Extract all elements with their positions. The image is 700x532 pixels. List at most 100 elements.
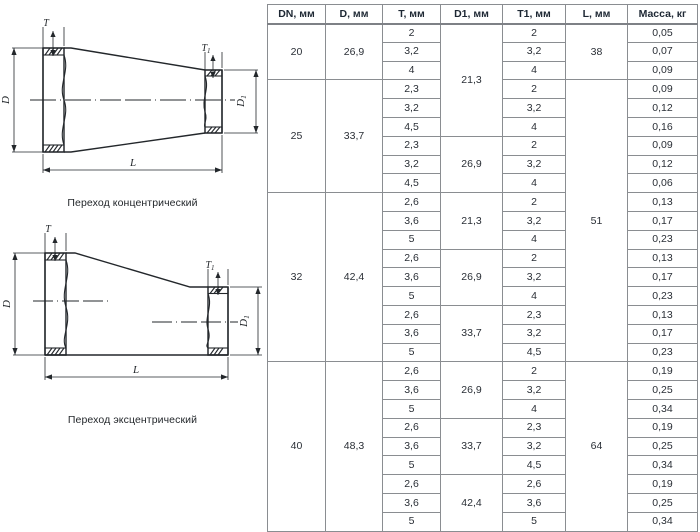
cell-d: 48,3 bbox=[325, 361, 383, 532]
cell-d: 26,9 bbox=[325, 22, 383, 81]
cell-mass: 0,19 bbox=[627, 474, 698, 494]
cell-t: 2,6 bbox=[382, 304, 441, 325]
cell-t1: 5 bbox=[502, 511, 566, 532]
cell-mass: 0,34 bbox=[627, 511, 698, 532]
cell-t1: 3,2 bbox=[502, 210, 566, 231]
label-D: D bbox=[0, 96, 12, 105]
table-row: 3,2 3,2 0,07 bbox=[268, 41, 698, 62]
cell-mass: 0,23 bbox=[627, 286, 698, 306]
cell-t: 3,6 bbox=[382, 380, 441, 400]
table-row: 3,6 3,2 0,25 bbox=[268, 380, 698, 400]
header-cell-t: T, мм bbox=[382, 4, 441, 25]
label-T: T bbox=[43, 18, 50, 29]
cell-t: 2,3 bbox=[382, 79, 441, 100]
cell-t1: 3,2 bbox=[502, 41, 566, 62]
cell-mass: 0,17 bbox=[627, 267, 698, 288]
cell-mass: 0,23 bbox=[627, 342, 698, 363]
table-row: 3,2 3,2 0,12 bbox=[268, 154, 698, 175]
cell-t1: 3,6 bbox=[502, 492, 566, 513]
cell-mass: 0,17 bbox=[627, 210, 698, 231]
table-row: 2,3 26,9 2 0,09 bbox=[268, 135, 698, 194]
cell-t: 3,2 bbox=[382, 154, 441, 175]
cell-mass: 0,06 bbox=[627, 173, 698, 194]
cell-t1: 4 bbox=[502, 173, 566, 194]
cell-mass: 0,25 bbox=[627, 380, 698, 400]
table-row: 4,5 4 0,06 bbox=[268, 173, 698, 194]
dimension-T bbox=[42, 27, 65, 56]
cell-t: 2,6 bbox=[382, 248, 441, 269]
label-D1: D1 bbox=[235, 95, 248, 108]
drawings-panel: T T1 D bbox=[0, 0, 265, 450]
cell-mass: 0,12 bbox=[627, 154, 698, 175]
cell-t: 5 bbox=[382, 342, 441, 363]
cell-t: 5 bbox=[382, 286, 441, 306]
cell-l: 64 bbox=[565, 361, 628, 532]
header-cell-t1: T1, мм bbox=[502, 4, 566, 25]
cell-dn: 20 bbox=[267, 22, 326, 81]
break-line bbox=[61, 54, 208, 146]
header-row: DN, мм D, мм T, мм D1, мм T1, мм L, мм М… bbox=[267, 4, 698, 25]
specification-table-wrap: DN, мм D, мм T, мм D1, мм T1, мм L, мм М… bbox=[267, 4, 698, 532]
cell-t1: 2,3 bbox=[502, 304, 566, 325]
cell-t1: 2,6 bbox=[502, 474, 566, 494]
cell-t1: 2 bbox=[502, 361, 566, 382]
dimension-T1 bbox=[207, 269, 229, 295]
cell-t1: 4,5 bbox=[502, 455, 566, 476]
cell-t: 3,6 bbox=[382, 492, 441, 513]
table-row: 3,6 3,2 0,17 bbox=[268, 210, 698, 231]
cell-d1: 21,3 bbox=[440, 23, 503, 137]
cell-dn: 32 bbox=[267, 192, 326, 363]
cell-t1: 2 bbox=[502, 79, 566, 100]
header-cell-mass: Масса, кг bbox=[627, 4, 698, 25]
table-row: 40 48,3 2,6 26,9 2 64 0,19 bbox=[267, 361, 698, 532]
cell-t: 5 bbox=[382, 229, 441, 250]
cell-t: 5 bbox=[382, 455, 441, 476]
label-T1: T1 bbox=[205, 260, 214, 272]
cell-t: 4 bbox=[382, 60, 441, 81]
cell-mass: 0,34 bbox=[627, 398, 698, 419]
cell-mass: 0,07 bbox=[627, 41, 698, 62]
figure-eccentric-caption: Переход эксцентрический bbox=[67, 414, 198, 426]
table-row: 32 42,4 2,6 21,3 2 0,13 bbox=[267, 192, 698, 363]
cell-t: 3,6 bbox=[382, 436, 441, 457]
cell-t1: 2 bbox=[502, 192, 566, 212]
header-cell-d: D, мм bbox=[325, 4, 383, 25]
cell-d1: 33,7 bbox=[440, 304, 503, 363]
dimension-D1 bbox=[224, 69, 259, 134]
cell-t1: 3,2 bbox=[502, 267, 566, 288]
cell-t1: 4,5 bbox=[502, 342, 566, 363]
cell-t: 2,6 bbox=[382, 474, 441, 494]
cell-mass: 0,25 bbox=[627, 436, 698, 457]
cell-t1: 3,2 bbox=[502, 154, 566, 175]
wall-hatch bbox=[44, 252, 229, 356]
cell-mass: 0,19 bbox=[627, 417, 698, 438]
cell-t: 2,6 bbox=[382, 361, 441, 382]
cell-dn: 25 bbox=[267, 79, 326, 194]
dimension-L bbox=[44, 357, 229, 380]
cell-d1: 21,3 bbox=[440, 192, 503, 250]
cell-t1: 3,2 bbox=[502, 380, 566, 400]
cell-mass: 0,17 bbox=[627, 323, 698, 344]
centre-axis bbox=[33, 300, 238, 323]
cell-t1: 2 bbox=[502, 248, 566, 269]
figure-concentric-caption: Переход концентрический bbox=[67, 197, 198, 209]
table-row: 5 4 0,23 bbox=[268, 286, 698, 306]
figure-eccentric-reducer: T T1 D bbox=[0, 225, 265, 450]
cell-mass: 0,05 bbox=[627, 23, 698, 43]
header-cell-d1: D1, мм bbox=[440, 4, 503, 25]
cell-t1: 4 bbox=[502, 229, 566, 250]
cell-t: 3,6 bbox=[382, 210, 441, 231]
cell-mass: 0,16 bbox=[627, 116, 698, 137]
cell-d: 42,4 bbox=[325, 192, 383, 363]
dimension-D bbox=[11, 47, 46, 153]
table-row: 3,6 3,2 0,17 bbox=[268, 323, 698, 344]
cell-mass: 0,23 bbox=[627, 229, 698, 250]
cell-mass: 0,19 bbox=[627, 361, 698, 382]
cell-t: 3,2 bbox=[382, 98, 441, 118]
label-L: L bbox=[132, 364, 139, 376]
cell-d1: 26,9 bbox=[440, 361, 503, 419]
cell-mass: 0,13 bbox=[627, 192, 698, 212]
table-row: 3,6 3,2 0,17 bbox=[268, 267, 698, 288]
table-row: 4,5 4 0,16 bbox=[268, 116, 698, 137]
